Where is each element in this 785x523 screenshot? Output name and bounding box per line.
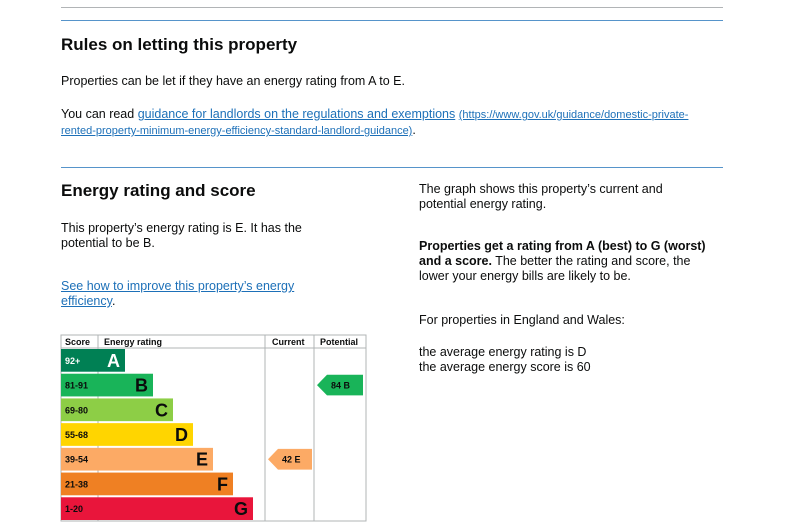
band-letter: G <box>234 499 248 519</box>
arrow-letter: B <box>344 381 351 391</box>
divider <box>61 167 723 168</box>
energy-graph: Score Energy rating Current Potential 92+ A 81… <box>60 334 367 522</box>
rating-band <box>61 398 173 422</box>
paragraph: The graph shows this property’s current … <box>419 182 663 211</box>
rating-band <box>61 497 253 520</box>
paragraph: the average energy rating is D <box>419 345 587 359</box>
paragraph: See how to improve this property’s energ… <box>61 279 326 309</box>
band-letter: E <box>196 450 208 470</box>
band-score: 55-68 <box>65 430 88 440</box>
section-heading: Energy rating and score <box>61 181 256 200</box>
paragraph: Properties get a rating from A (best) to… <box>419 239 719 284</box>
divider <box>61 7 723 8</box>
band-letter: C <box>155 400 168 420</box>
divider <box>61 20 723 21</box>
rating-band <box>61 349 125 372</box>
band-letter: A <box>107 351 120 371</box>
link-url[interactable]: (https://www.gov.uk/guidance/domestic-pr… <box>61 109 689 137</box>
column-header: Score <box>65 337 90 347</box>
text: . <box>111 294 116 308</box>
band-letter: F <box>217 474 228 494</box>
rating-arrow <box>268 448 312 470</box>
text: . <box>412 123 416 137</box>
rating-band <box>61 472 233 496</box>
paragraph: This property’s energy rating is E. It h… <box>61 221 302 250</box>
section-heading: Rules on letting this property <box>61 35 298 54</box>
rating-band <box>61 447 213 471</box>
paragraph: Properties can be let if they have an en… <box>61 74 405 88</box>
band-letter: D <box>175 425 188 445</box>
band-letter: B <box>135 376 148 396</box>
paragraph: You can read guidance for landlords on t… <box>61 107 701 139</box>
paragraph: For properties in England and Wales: <box>419 313 625 327</box>
band-score: 39-54 <box>65 455 88 465</box>
arrow-score: 84 <box>331 381 341 391</box>
link[interactable]: guidance for landlords on the regulation… <box>137 107 456 121</box>
bold-text: Properties get a rating from A (best) to… <box>419 239 706 268</box>
rating-arrow-label: 42 E <box>282 455 301 465</box>
band-score: 1-20 <box>65 504 83 514</box>
arrow-letter: E <box>295 455 301 465</box>
rating-band <box>61 373 153 397</box>
link[interactable]: See how to improve this property’s energ… <box>61 279 295 308</box>
band-score: 92+ <box>65 356 80 366</box>
rating-band <box>61 423 193 446</box>
arrow-score: 42 <box>282 455 292 465</box>
column-header: Potential <box>320 337 358 347</box>
text: You can read <box>61 107 138 121</box>
band-score: 81-91 <box>65 381 88 391</box>
band-score: 21-38 <box>65 479 88 489</box>
rating-arrow <box>317 374 363 396</box>
text: The better the rating and score, the low… <box>419 254 691 283</box>
paragraph: the average energy score is 60 <box>419 360 591 374</box>
column-header: Energy rating <box>104 337 162 347</box>
band-score: 69-80 <box>65 405 88 415</box>
rating-arrow-label: 84 B <box>331 381 351 391</box>
column-header: Current <box>272 337 305 347</box>
